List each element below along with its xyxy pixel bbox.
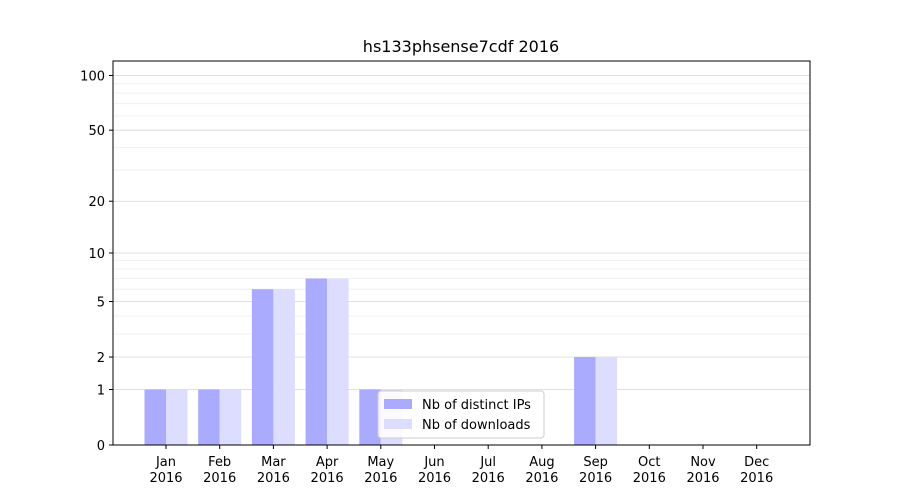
axes: 0 1 2 5 10 20 50 100 Jan 2016 Feb 2016 Mar 2016 Apr 201…: [80, 60, 811, 486]
x-tick-label: Nov 2016: [686, 455, 719, 486]
bar-downloads-8: [595, 357, 618, 445]
y-tick-label: 100: [80, 69, 105, 84]
x-tick-label: May 2016: [364, 455, 397, 486]
chart-title: hs133phsense7cdf 2016: [363, 37, 559, 56]
x-tick-label: Feb 2016: [203, 455, 236, 486]
bar-distinct-ips-8: [574, 357, 596, 445]
y-tick-label: 2: [97, 351, 105, 366]
x-tick-label: Sep 2016: [579, 455, 612, 486]
y-tick-label: 50: [88, 124, 105, 139]
bar-downloads-3: [327, 278, 349, 445]
y-tick-label: 20: [88, 195, 105, 210]
y-tick-label: 5: [97, 296, 105, 311]
bar-downloads-1: [219, 389, 242, 445]
legend: Nb of distinct IPs Nb of downloads: [377, 390, 545, 439]
bar-distinct-ips-3: [305, 278, 328, 445]
bar-distinct-ips-2: [251, 289, 274, 445]
y-tick-label: 1: [97, 383, 105, 398]
x-tick-label: Oct 2016: [633, 455, 666, 486]
legend-label-downloads: Nb of downloads: [422, 418, 531, 433]
bar-distinct-ips-0: [144, 389, 166, 445]
x-tick-label: Jan 2016: [149, 455, 182, 486]
bar-downloads-0: [166, 389, 188, 445]
x-tick-label: Jul 2016: [472, 455, 505, 486]
legend-swatch-distinct-ips: [384, 399, 412, 409]
x-tick-label: Aug 2016: [525, 455, 558, 486]
legend-label-distinct-ips: Nb of distinct IPs: [422, 398, 531, 413]
x-tick-label: Dec 2016: [740, 455, 773, 486]
gridlines: [113, 75, 810, 390]
x-tick-label: Mar 2016: [257, 455, 290, 486]
x-tick-label: Apr 2016: [311, 455, 344, 486]
bar-distinct-ips-1: [198, 389, 220, 445]
legend-box: [377, 390, 545, 439]
legend-swatch-downloads: [384, 419, 412, 429]
x-tick-label: Jun 2016: [418, 455, 451, 486]
bars: [144, 278, 618, 445]
y-tick-label: 0: [97, 439, 105, 454]
bar-distinct-ips-4: [359, 389, 381, 445]
bar-downloads-2: [273, 289, 295, 445]
y-tick-label: 10: [88, 247, 105, 262]
